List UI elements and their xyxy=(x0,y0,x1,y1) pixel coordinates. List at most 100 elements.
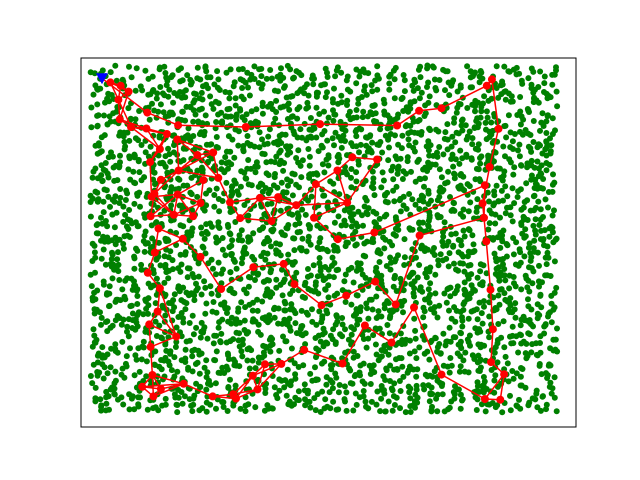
scatter-point xyxy=(239,353,246,360)
scatter-point xyxy=(171,291,178,298)
scatter-point xyxy=(541,73,548,80)
scatter-point xyxy=(397,208,404,215)
scatter-point xyxy=(182,359,189,365)
scatter-point xyxy=(278,140,285,146)
scatter-point xyxy=(133,356,140,363)
path-segment xyxy=(364,324,392,344)
scatter-point xyxy=(282,338,289,345)
scatter-point xyxy=(238,299,245,306)
path-node xyxy=(487,358,495,367)
scatter-point xyxy=(157,84,164,90)
scatter-point xyxy=(338,222,345,229)
scatter-point xyxy=(222,89,229,95)
scatter-point xyxy=(315,347,322,354)
scatter-point xyxy=(297,162,304,169)
scatter-point xyxy=(459,396,466,403)
scatter-point xyxy=(447,293,454,300)
scatter-point xyxy=(323,381,330,388)
scatter-point xyxy=(517,94,524,100)
scatter-point xyxy=(446,92,453,99)
scatter-point xyxy=(241,202,248,208)
scatter-point xyxy=(350,348,357,355)
scatter-point xyxy=(110,164,117,171)
scatter-point xyxy=(491,389,498,396)
scatter-point xyxy=(120,203,127,210)
path-node xyxy=(478,199,487,208)
scatter-point xyxy=(490,236,497,243)
scatter-point xyxy=(99,354,106,361)
scatter-point xyxy=(478,104,485,110)
scatter-point xyxy=(107,364,114,371)
scatter-point xyxy=(213,332,220,339)
scatter-point xyxy=(471,124,478,131)
scatter-point xyxy=(313,93,320,100)
scatter-point xyxy=(510,171,517,178)
scatter-point xyxy=(511,200,518,207)
scatter-point xyxy=(349,204,356,211)
scatter-point xyxy=(333,312,340,319)
scatter-point xyxy=(147,143,154,150)
scatter-point xyxy=(342,299,349,305)
scatter-point xyxy=(112,62,119,69)
scatter-point xyxy=(243,250,250,257)
path-segment xyxy=(419,217,485,237)
path-segment xyxy=(481,203,488,242)
scatter-point xyxy=(314,391,321,398)
scatter-point xyxy=(385,351,392,358)
scatter-point xyxy=(281,298,288,305)
scatter-point xyxy=(388,385,395,392)
path-node xyxy=(143,268,152,277)
scatter-point xyxy=(544,243,551,250)
scatter-point xyxy=(311,75,317,82)
scatter-point xyxy=(458,171,464,177)
scatter-point xyxy=(252,365,259,372)
scatter-point xyxy=(399,363,406,370)
scatter-point xyxy=(216,87,223,93)
scatter-point xyxy=(497,214,503,221)
scatter-point xyxy=(155,108,162,115)
scatter-point xyxy=(438,174,445,181)
scatter-point xyxy=(410,366,417,373)
scatter-point xyxy=(509,368,516,374)
scatter-point xyxy=(291,259,298,265)
scatter-point xyxy=(477,268,484,275)
scatter-point xyxy=(416,344,423,351)
scatter-point xyxy=(544,95,551,102)
scatter-point xyxy=(284,62,291,69)
scatter-point xyxy=(457,342,464,349)
path-node xyxy=(154,224,163,233)
scatter-point xyxy=(319,313,326,320)
path-segment xyxy=(220,266,254,290)
scatter-point xyxy=(391,402,398,408)
scatter-point xyxy=(398,145,405,152)
scatter-point xyxy=(138,142,145,148)
scatter-point xyxy=(301,84,308,91)
scatter-point xyxy=(476,368,483,374)
scatter-point xyxy=(532,396,539,403)
scatter-point xyxy=(312,279,319,286)
scatter-point xyxy=(276,347,283,354)
scatter-point xyxy=(330,398,337,405)
scatter-point xyxy=(440,330,447,337)
scatter-point xyxy=(451,119,457,126)
scatter-point xyxy=(223,69,230,76)
scatter-point xyxy=(424,84,430,90)
scatter-point xyxy=(193,324,200,331)
scatter-point xyxy=(551,179,558,186)
path-node xyxy=(480,181,489,190)
scatter-point xyxy=(381,390,388,397)
scatter-point xyxy=(305,222,312,228)
scatter-point xyxy=(411,315,418,322)
scatter-point xyxy=(543,118,550,125)
scatter-point xyxy=(291,247,298,254)
scatter-point xyxy=(429,63,436,70)
scatter-point xyxy=(269,341,276,348)
path-node xyxy=(261,360,269,369)
scatter-point xyxy=(183,338,190,345)
scatter-point xyxy=(207,401,214,408)
scatter-point xyxy=(518,162,525,169)
scatter-point xyxy=(496,277,503,284)
scatter-point xyxy=(286,106,293,113)
scatter-point xyxy=(114,256,121,263)
